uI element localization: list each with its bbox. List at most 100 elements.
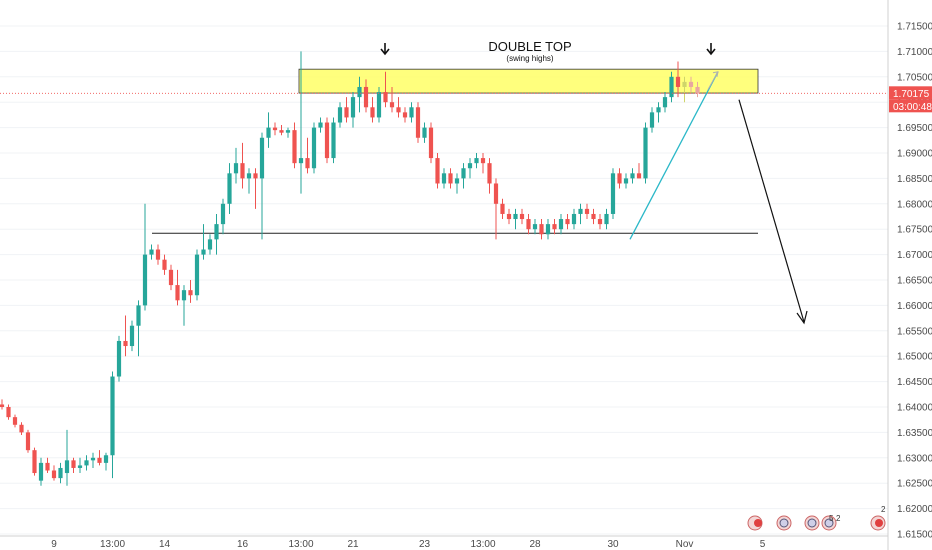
candle-body	[318, 122, 323, 128]
pattern-subtitle[interactable]: (swing highs)	[506, 54, 553, 63]
small-arrow-icon	[707, 71, 719, 90]
event-flag-icon[interactable]	[821, 515, 837, 531]
candle-body	[344, 107, 349, 118]
y-tick-label: 1.67000	[897, 250, 932, 261]
candle-body	[64, 460, 70, 474]
x-tick-label: 30	[607, 539, 619, 550]
countdown-text: 03:00:48	[893, 102, 932, 113]
current-price-text: 1.70175	[893, 89, 930, 100]
candle-body	[565, 219, 570, 225]
candle-body	[500, 203, 505, 214]
candle-body	[617, 173, 622, 184]
x-tick-label: 21	[347, 539, 359, 550]
y-tick-label: 1.63500	[897, 428, 932, 439]
down-arrow-icon[interactable]	[706, 43, 716, 56]
y-tick-label: 1.65500	[897, 326, 932, 337]
x-tick-label: 13:00	[288, 539, 313, 550]
candle-body	[246, 173, 252, 179]
candle-body	[526, 219, 531, 230]
event-flag-icon[interactable]	[804, 515, 820, 531]
y-tick-label: 1.62000	[897, 504, 932, 515]
y-tick-label: 1.65000	[897, 352, 932, 363]
projection-arrow[interactable]	[738, 99, 808, 325]
candle-body	[123, 340, 128, 347]
candle-body	[220, 203, 226, 225]
y-tick-label: 1.63000	[897, 453, 932, 464]
candle-body	[129, 325, 135, 347]
x-tick-label: 16	[237, 539, 249, 550]
annotation-arrows	[380, 43, 808, 325]
time-axis[interactable]: 9 13:00 14 16 13:00 21 23 13:00 28 30 Nov 5	[0, 535, 888, 550]
x-tick-label: 28	[529, 539, 541, 550]
candle-body	[519, 213, 525, 220]
candle-body	[682, 81, 687, 87]
candle-body	[292, 130, 297, 164]
candle-body	[337, 107, 343, 123]
price-tags: 1.70175 03:00:48	[889, 86, 932, 113]
candle-body	[376, 92, 382, 118]
candle-body	[649, 112, 655, 128]
x-tick-label: 5	[760, 539, 766, 550]
candle-body	[279, 130, 284, 133]
y-tick-label: 1.66000	[897, 301, 932, 312]
candle-body	[90, 457, 96, 461]
candle-body	[370, 107, 375, 118]
candle-body	[409, 107, 414, 118]
candle-body	[513, 213, 518, 220]
candle-body	[415, 107, 421, 138]
candle-body	[227, 173, 232, 204]
candle-body	[331, 122, 336, 159]
countdown-tag	[889, 99, 932, 113]
candle-body	[136, 305, 141, 326]
y-tick-label: 1.70500	[897, 72, 932, 83]
candle-body	[383, 92, 388, 103]
candle-body	[688, 81, 694, 87]
candle-body	[240, 163, 245, 179]
candle-body	[584, 208, 590, 214]
y-tick-label: 1.68000	[897, 199, 932, 210]
candle-body	[656, 107, 661, 113]
y-tick-label: 1.66500	[897, 276, 932, 287]
candle-body	[12, 417, 18, 425]
candle-body	[272, 127, 278, 131]
candle-body	[591, 213, 596, 220]
economic-events[interactable]: 5 2 2	[747, 505, 886, 531]
event-flag-icon[interactable]	[870, 515, 886, 531]
candle-body	[552, 224, 557, 230]
candle-body	[6, 407, 11, 418]
candle-body	[396, 107, 401, 113]
candle-body	[142, 254, 148, 306]
event-flag-icon[interactable]	[776, 515, 792, 531]
candle-body	[545, 224, 551, 235]
candle-body	[259, 137, 265, 179]
candle-body	[467, 163, 473, 169]
candle-body	[51, 470, 57, 479]
candle-body	[389, 102, 395, 108]
candle-body	[558, 219, 564, 230]
y-tick-label: 1.68500	[897, 174, 932, 185]
candle-body	[77, 465, 83, 468]
event-flag-icon[interactable]	[747, 515, 763, 531]
down-arrow-icon[interactable]	[380, 43, 390, 56]
candle-body	[19, 424, 24, 433]
candle-body	[675, 76, 681, 87]
candle-body	[454, 178, 460, 184]
candle-body	[610, 173, 616, 214]
candle-body	[461, 168, 466, 179]
candle-body	[402, 112, 408, 118]
price-axis[interactable]: 1.715001.710001.705001.700001.695001.690…	[887, 0, 932, 550]
candle-body	[350, 97, 356, 118]
pattern-title[interactable]: DOUBLE TOP	[488, 39, 571, 54]
candle-body	[116, 340, 122, 377]
candle-body	[604, 213, 609, 225]
candle-body	[214, 224, 219, 240]
candle-body	[441, 173, 447, 184]
uptrend-line[interactable]	[629, 71, 719, 240]
candle-body	[630, 173, 635, 179]
candle-body	[643, 127, 648, 179]
x-tick-label: Nov	[676, 539, 694, 550]
candle-body	[266, 127, 271, 138]
y-tick-label: 1.64500	[897, 377, 932, 388]
candle-body	[311, 127, 317, 169]
